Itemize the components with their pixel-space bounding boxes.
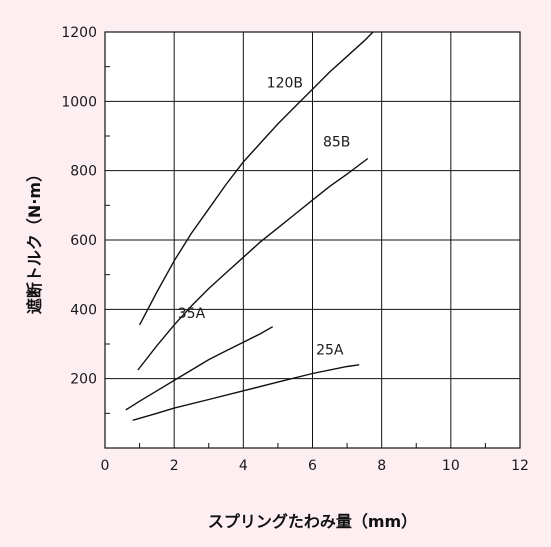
series-line-85b <box>137 157 369 371</box>
series-label-35a: 35A <box>178 306 206 322</box>
series-label-120b: 120B <box>267 75 303 91</box>
x-tick-label: 0 <box>101 458 110 474</box>
y-tick-label: 600 <box>70 233 97 249</box>
series-label-group: 120B 85B 35A 25A <box>178 75 351 358</box>
y-tick-labels: 200 400 600 800 1000 1200 <box>61 25 97 388</box>
x-tick-label: 4 <box>239 458 248 474</box>
x-axis-title: スプリングたわみ量（mm） <box>208 512 417 531</box>
plot-frame <box>104 31 521 449</box>
series-label-25a: 25A <box>316 342 344 358</box>
series-label-85b: 85B <box>323 134 350 150</box>
x-tick-label: 6 <box>308 458 317 474</box>
y-tick-label: 1000 <box>61 94 97 110</box>
series-group <box>125 31 374 421</box>
x-tick-label: 10 <box>442 458 460 474</box>
y-tick-label: 400 <box>70 302 97 318</box>
grid-lines <box>104 31 521 448</box>
x-tick-label: 8 <box>377 458 386 474</box>
y-axis-title: 遮断トルク（N·m） <box>25 166 44 314</box>
minor-ticks <box>105 66 486 448</box>
y-tick-label: 200 <box>70 372 97 388</box>
series-line-120b <box>138 31 374 326</box>
y-tick-label: 800 <box>70 164 97 180</box>
y-tick-label: 1200 <box>61 25 97 41</box>
x-tick-labels: 0 2 4 6 8 10 12 <box>101 458 529 474</box>
x-tick-label: 12 <box>511 458 529 474</box>
series-line-25a <box>132 364 360 421</box>
x-tick-label: 2 <box>170 458 179 474</box>
series-line-35a <box>125 326 274 411</box>
